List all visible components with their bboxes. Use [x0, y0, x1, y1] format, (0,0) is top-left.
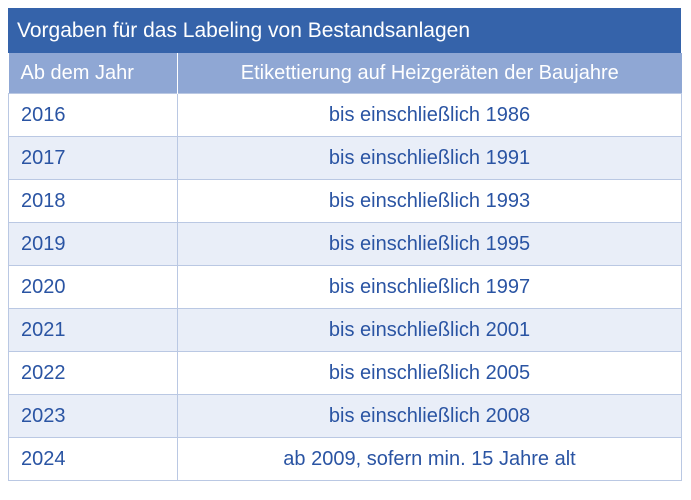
- labeling-table: Ab dem Jahr Etikettierung auf Heizgeräte…: [8, 53, 682, 481]
- year-cell: 2022: [8, 351, 178, 395]
- header-row: Ab dem Jahr Etikettierung auf Heizgeräte…: [8, 53, 682, 94]
- year-cell: 2019: [8, 222, 178, 266]
- table-row: 2017 bis einschließlich 1991: [8, 136, 682, 180]
- table-row: 2019 bis einschließlich 1995: [8, 222, 682, 266]
- year-cell: 2021: [8, 308, 178, 352]
- table-row: 2022 bis einschließlich 2005: [8, 351, 682, 395]
- rule-cell: bis einschließlich 2005: [177, 351, 682, 395]
- rule-cell: bis einschließlich 1993: [177, 179, 682, 223]
- rule-cell: bis einschließlich 1991: [177, 136, 682, 180]
- year-cell: 2018: [8, 179, 178, 223]
- column-header-rule: Etikettierung auf Heizgeräten der Baujah…: [177, 53, 682, 94]
- table-title: Vorgaben für das Labeling von Bestandsan…: [8, 8, 681, 53]
- column-header-year: Ab dem Jahr: [8, 53, 178, 94]
- year-cell: 2017: [8, 136, 178, 180]
- table-row: 2016 bis einschließlich 1986: [8, 93, 682, 137]
- table-row: 2020 bis einschließlich 1997: [8, 265, 682, 309]
- year-cell: 2016: [8, 93, 178, 137]
- table-row: 2018 bis einschließlich 1993: [8, 179, 682, 223]
- labeling-table-card: Vorgaben für das Labeling von Bestandsan…: [8, 8, 682, 488]
- rule-cell: bis einschließlich 2008: [177, 394, 682, 438]
- table-row: 2023 bis einschließlich 2008: [8, 394, 682, 438]
- rule-cell: ab 2009, sofern min. 15 Jahre alt: [177, 437, 682, 481]
- year-cell: 2023: [8, 394, 178, 438]
- rule-cell: bis einschließlich 2001: [177, 308, 682, 352]
- year-cell: 2024: [8, 437, 178, 481]
- rule-cell: bis einschließlich 1997: [177, 265, 682, 309]
- table-row: 2021 bis einschließlich 2001: [8, 308, 682, 352]
- rule-cell: bis einschließlich 1986: [177, 93, 682, 137]
- year-cell: 2020: [8, 265, 178, 309]
- rule-cell: bis einschließlich 1995: [177, 222, 682, 266]
- table-row: 2024 ab 2009, sofern min. 15 Jahre alt: [8, 437, 682, 481]
